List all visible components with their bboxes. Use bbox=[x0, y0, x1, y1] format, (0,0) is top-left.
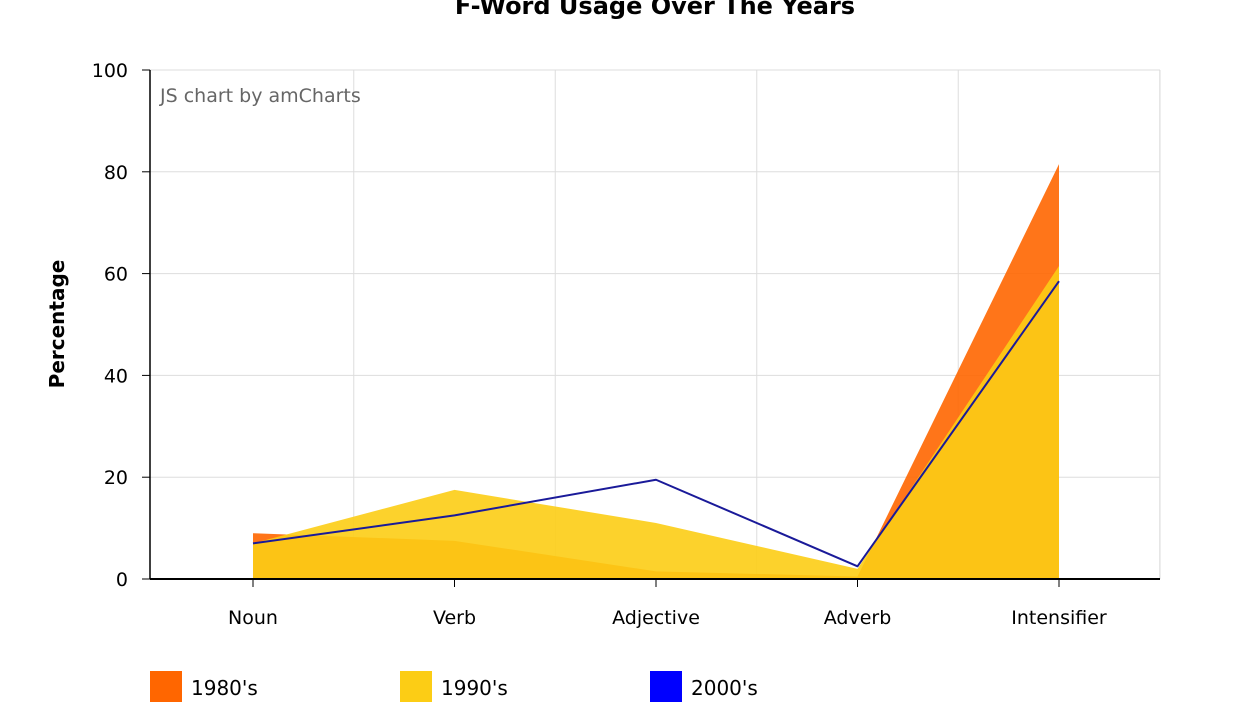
legend-item[interactable]: 2000's bbox=[650, 671, 758, 702]
y-tick-label: 0 bbox=[116, 569, 128, 591]
legend-swatch bbox=[150, 671, 182, 702]
y-tick-label: 60 bbox=[104, 264, 128, 286]
x-tick-label: Intensifier bbox=[1011, 607, 1107, 629]
y-tick-label: 100 bbox=[92, 60, 128, 82]
plot-lines bbox=[252, 280, 1060, 568]
grid bbox=[150, 69, 1161, 579]
x-tick-label: Adjective bbox=[612, 607, 700, 629]
legend: 1980's 1990's 2000's bbox=[150, 671, 758, 702]
y-tick-label: 40 bbox=[104, 365, 128, 387]
chart-credit[interactable]: JS chart by amCharts bbox=[159, 85, 361, 107]
legend-label: 1980's bbox=[191, 676, 258, 700]
y-tick-label: 80 bbox=[104, 162, 128, 184]
legend-swatch bbox=[650, 671, 682, 702]
x-tick-label: Noun bbox=[228, 607, 278, 629]
legend-label: 2000's bbox=[691, 676, 758, 700]
series-line-2000s[interactable] bbox=[252, 280, 1060, 568]
chart-title: F-Word Usage Over The Years bbox=[455, 0, 855, 20]
plot-areas bbox=[253, 164, 1059, 580]
axes bbox=[142, 69, 1160, 587]
legend-swatch bbox=[400, 671, 432, 702]
x-tick-label: Verb bbox=[433, 607, 476, 629]
y-axis-label: Percentage bbox=[45, 260, 69, 389]
x-tick-label: Adverb bbox=[824, 607, 892, 629]
y-tick-label: 20 bbox=[104, 467, 128, 489]
legend-item[interactable]: 1990's bbox=[400, 671, 508, 702]
y-axis-ticks: 0 20 40 60 80 100 bbox=[92, 60, 128, 591]
series-area-1990s[interactable] bbox=[253, 265, 1059, 579]
legend-label: 1990's bbox=[441, 676, 508, 700]
x-axis-ticks: Noun Verb Adjective Adverb Intensifier bbox=[228, 607, 1107, 629]
legend-item[interactable]: 1980's bbox=[150, 671, 258, 702]
